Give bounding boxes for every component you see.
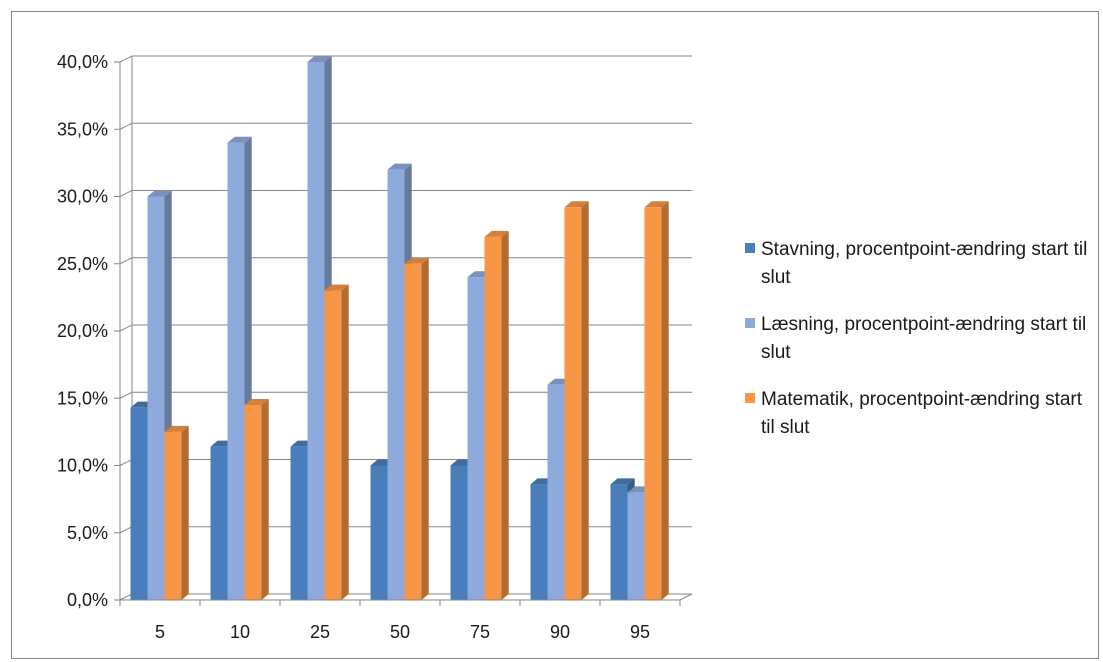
bar-top bbox=[147, 190, 172, 197]
legend-label-laesning: Læsning, procentpoint-ændring start til … bbox=[761, 314, 1087, 363]
legend-swatch-laesning bbox=[745, 318, 755, 328]
bar-top bbox=[324, 284, 349, 291]
bar bbox=[290, 446, 308, 600]
bar bbox=[370, 465, 388, 600]
bar bbox=[387, 169, 405, 600]
bar-top bbox=[484, 230, 509, 237]
bar bbox=[627, 492, 645, 600]
x-tick-label: 10 bbox=[230, 622, 250, 642]
legend-label-stavning: Stavning, procentpoint-ændring start til… bbox=[761, 239, 1088, 288]
y-tick-label: 5,0% bbox=[67, 523, 108, 543]
bar bbox=[164, 431, 182, 600]
bar bbox=[307, 62, 325, 600]
bar-top bbox=[404, 257, 429, 264]
x-tick-label: 95 bbox=[630, 622, 650, 642]
bar-top bbox=[307, 56, 332, 62]
bar-side bbox=[341, 284, 349, 600]
bar bbox=[210, 446, 228, 600]
bar-top bbox=[387, 163, 412, 170]
bar bbox=[244, 404, 262, 600]
bar bbox=[530, 484, 548, 600]
y-tick-label: 15,0% bbox=[57, 388, 108, 408]
gridline-depth bbox=[119, 190, 133, 197]
bar bbox=[324, 290, 342, 600]
gridline-depth bbox=[119, 391, 133, 399]
gridline-depth bbox=[119, 324, 133, 332]
y-tick-label: 20,0% bbox=[57, 321, 108, 341]
gridline-depth bbox=[119, 526, 133, 534]
gridline-depth bbox=[119, 459, 133, 466]
x-tick-label: 25 bbox=[310, 622, 330, 642]
legend: Stavning, procentpoint-ændring start til… bbox=[745, 236, 1095, 461]
gridline-depth bbox=[119, 257, 133, 265]
bar-top bbox=[644, 201, 669, 208]
x-tick-label: 75 bbox=[470, 622, 490, 642]
bar-side bbox=[261, 398, 269, 600]
legend-swatch-matematik bbox=[745, 393, 755, 403]
bar bbox=[227, 142, 245, 600]
bar-side bbox=[181, 425, 189, 600]
bar bbox=[467, 277, 485, 600]
legend-item-laesning: Læsning, procentpoint-ændring start til … bbox=[745, 311, 1095, 367]
bar bbox=[547, 384, 565, 600]
x-tick-label: 90 bbox=[550, 622, 570, 642]
x-tick-label: 5 bbox=[155, 622, 165, 642]
bar bbox=[564, 207, 582, 600]
bar-side bbox=[501, 230, 509, 600]
bar-top bbox=[227, 136, 252, 143]
bar bbox=[147, 196, 165, 600]
legend-item-matematik: Matematik, procentpoint-ændring start ti… bbox=[745, 386, 1095, 442]
bar bbox=[484, 236, 502, 600]
bar-side bbox=[661, 201, 669, 600]
y-tick-label: 0,0% bbox=[67, 590, 108, 610]
y-tick-label: 35,0% bbox=[57, 119, 108, 139]
x-tick-label: 50 bbox=[390, 622, 410, 642]
bar-side bbox=[421, 257, 429, 600]
bar-top bbox=[164, 425, 189, 432]
bar bbox=[450, 465, 468, 600]
bar bbox=[644, 207, 662, 600]
y-tick-label: 10,0% bbox=[57, 456, 108, 476]
bar bbox=[404, 263, 422, 600]
y-tick-label: 30,0% bbox=[57, 187, 108, 207]
legend-item-stavning: Stavning, procentpoint-ændring start til… bbox=[745, 236, 1095, 292]
legend-label-matematik: Matematik, procentpoint-ændring start ti… bbox=[761, 389, 1083, 438]
y-tick-label: 25,0% bbox=[57, 254, 108, 274]
gridline-depth bbox=[119, 55, 133, 63]
bar bbox=[610, 484, 628, 600]
bar-top bbox=[610, 478, 635, 485]
bar-top bbox=[244, 398, 269, 405]
bar-top bbox=[564, 201, 589, 208]
gridline-depth bbox=[119, 122, 133, 130]
bar bbox=[130, 407, 148, 600]
y-tick-label: 40,0% bbox=[57, 52, 108, 72]
bar-side bbox=[581, 201, 589, 600]
legend-swatch-stavning bbox=[745, 243, 755, 253]
